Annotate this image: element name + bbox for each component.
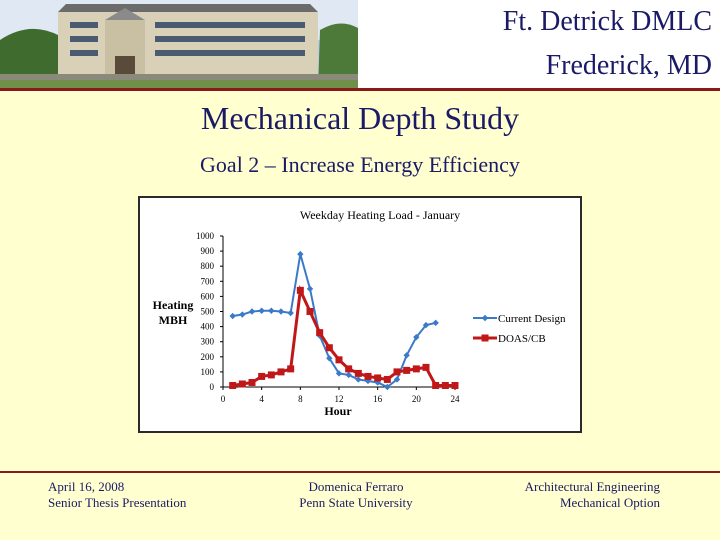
data-point-doas-cb [306, 308, 314, 315]
y-axis-label-line1: Heating [153, 298, 194, 312]
footer-center: Domenica Ferraro Penn State University [256, 479, 456, 511]
data-point-current-design [393, 376, 401, 383]
y-tick-label: 0 [210, 382, 215, 392]
y-tick-label: 100 [201, 367, 215, 377]
header-divider [0, 88, 720, 91]
footer-divider [0, 471, 720, 473]
data-point-current-design [306, 285, 314, 293]
x-tick-label: 24 [451, 394, 461, 404]
footer-author: Domenica Ferraro [308, 479, 404, 494]
y-tick-label: 800 [201, 261, 215, 271]
data-point-doas-cb [248, 378, 256, 386]
y-tick-label: 900 [201, 246, 215, 256]
x-tick-label: 12 [335, 394, 344, 404]
data-point-current-design [287, 309, 294, 317]
data-point-doas-cb [422, 363, 430, 371]
data-point-current-design [277, 308, 285, 315]
building-photo [0, 0, 358, 90]
data-point-current-design [239, 311, 246, 318]
data-point-current-design [355, 376, 362, 383]
legend-marker-doas-cb [481, 334, 489, 342]
data-point-doas-cb [296, 286, 304, 294]
y-tick-label: 200 [201, 352, 215, 362]
data-point-current-design [297, 250, 304, 258]
data-point-doas-cb [267, 371, 275, 379]
data-point-current-design [326, 355, 333, 362]
data-point-current-design [258, 307, 265, 314]
data-point-doas-cb [277, 368, 285, 376]
series-line-doas-cb [232, 284, 455, 387]
y-tick-label: 300 [201, 337, 215, 347]
x-tick-label: 4 [259, 394, 264, 404]
legend-marker-current-design [481, 314, 489, 322]
footer-event: Senior Thesis Presentation [48, 495, 187, 510]
footer-date: April 16, 2008 [48, 479, 125, 494]
data-point-current-design [229, 312, 236, 320]
data-point-doas-cb [364, 372, 372, 380]
footer-department: Architectural Engineering [524, 479, 660, 494]
data-point-current-design [345, 371, 352, 379]
data-point-doas-cb [238, 380, 246, 388]
x-axis-label: Hour [324, 404, 352, 418]
data-point-doas-cb [432, 381, 440, 389]
data-point-doas-cb [403, 366, 411, 374]
x-tick-label: 20 [412, 394, 422, 404]
heating-load-chart: Weekday Heating Load - January Heating M… [153, 208, 566, 418]
data-point-doas-cb [287, 365, 295, 373]
x-tick-label: 8 [298, 394, 303, 404]
data-point-doas-cb [345, 365, 353, 373]
data-point-current-design [384, 383, 391, 391]
data-point-doas-cb [229, 381, 237, 389]
legend-label-current-design: Current Design [498, 313, 566, 325]
data-point-doas-cb [335, 356, 343, 364]
data-point-current-design [248, 308, 256, 315]
chart-container: Weekday Heating Load - January Heating M… [138, 196, 582, 433]
slide-title: Mechanical Depth Study [200, 100, 520, 136]
data-point-doas-cb [374, 374, 382, 382]
header-banner: Ft. Detrick DMLC Frederick, MD [0, 0, 720, 90]
data-point-doas-cb [393, 368, 401, 376]
y-tick-label: 1000 [196, 231, 215, 241]
data-point-doas-cb [316, 329, 324, 337]
data-point-doas-cb [441, 381, 449, 389]
data-point-current-design [413, 333, 420, 341]
data-point-doas-cb [412, 365, 420, 373]
data-point-doas-cb [383, 375, 391, 383]
footer-right: Architectural Engineering Mechanical Opt… [525, 479, 660, 511]
footer-left: April 16, 2008 Senior Thesis Presentatio… [48, 479, 186, 511]
data-point-doas-cb [325, 344, 333, 352]
y-tick-label: 400 [201, 322, 215, 332]
footer-option: Mechanical Option [560, 495, 660, 510]
x-tick-label: 0 [221, 394, 226, 404]
header-title-line2: Frederick, MD [545, 50, 712, 81]
y-tick-label: 600 [201, 291, 215, 301]
header-title-line1: Ft. Detrick DMLC [502, 6, 712, 37]
legend-label-doas-cb: DOAS/CB [498, 333, 546, 345]
data-point-doas-cb [258, 372, 266, 380]
data-point-doas-cb [354, 369, 362, 377]
chart-title: Weekday Heating Load - January [300, 208, 460, 222]
data-point-doas-cb [451, 381, 459, 389]
y-tick-label: 500 [201, 307, 215, 317]
y-axis-label-line2: MBH [159, 313, 188, 327]
footer-university: Penn State University [299, 495, 413, 510]
data-point-current-design [268, 307, 275, 314]
slide-subtitle: Goal 2 – Increase Energy Efficiency [200, 152, 520, 177]
data-point-current-design [432, 319, 439, 327]
data-point-current-design [403, 352, 410, 359]
series-line-current-design [232, 253, 436, 389]
y-tick-label: 700 [201, 276, 215, 286]
x-tick-label: 16 [373, 394, 383, 404]
